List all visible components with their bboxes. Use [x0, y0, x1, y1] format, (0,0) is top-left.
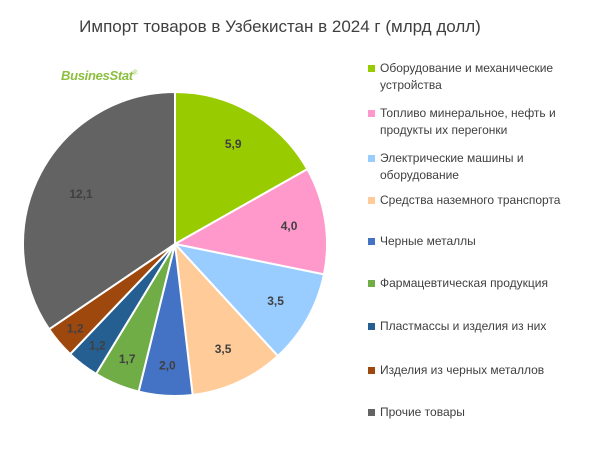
- legend-label: Электрические машины и оборудование: [380, 151, 524, 182]
- legend-item-8: Изделия из черных металлов: [368, 362, 593, 379]
- legend-item-6: Фармацевтическая продукция: [368, 275, 593, 292]
- legend-swatch: [368, 238, 375, 245]
- legend-label: Черные металлы: [380, 234, 476, 248]
- legend-swatch: [368, 65, 375, 72]
- legend-label: Фармацевтическая продукция: [380, 276, 548, 290]
- legend-item-9: Прочие товары: [368, 404, 593, 421]
- legend-swatch: [368, 155, 375, 162]
- legend-item-4: Средства наземного транспорта: [368, 192, 593, 209]
- slice-value-label-5: 2,0: [159, 358, 176, 372]
- legend-swatch: [368, 323, 375, 330]
- legend-item-3: Электрические машины и оборудование: [368, 150, 593, 184]
- logo-text: BusinesStat: [61, 68, 133, 83]
- legend-swatch: [368, 197, 375, 204]
- slice-value-label-7: 1,2: [89, 338, 106, 352]
- legend-swatch: [368, 280, 375, 287]
- legend-label: Прочие товары: [380, 405, 465, 419]
- legend-swatch: [368, 110, 375, 117]
- legend-label: Средства наземного транспорта: [380, 193, 561, 207]
- slice-value-label-4: 3,5: [215, 342, 232, 356]
- pie-slice-1: [174, 90, 309, 246]
- legend-label: Изделия из черных металлов: [380, 363, 545, 377]
- legend-swatch: [368, 409, 375, 416]
- legend-item-1: Оборудование и механические устройства: [368, 60, 593, 94]
- businesstat-logo: BusinesStat®: [61, 68, 137, 83]
- legend-item-5: Черные металлы: [368, 233, 593, 250]
- pie-slice-9: [22, 90, 176, 331]
- logo-registered-mark: ®: [132, 70, 137, 77]
- slice-value-label-3: 3,5: [267, 294, 284, 308]
- legend-item-7: Пластмассы и изделия из них: [368, 318, 593, 335]
- slice-value-label-6: 1,7: [119, 352, 136, 366]
- legend-label: Оборудование и механические устройства: [380, 61, 554, 92]
- pie-slice-2: [172, 167, 328, 276]
- legend-label: Пластмассы и изделия из них: [380, 319, 547, 333]
- legend-item-2: Топливо минеральное, нефть и продукты их…: [368, 105, 593, 139]
- chart-title: Импорт товаров в Узбекистан в 2024 г (мл…: [79, 17, 481, 36]
- slice-value-label-1: 5,9: [225, 137, 242, 151]
- pie-slice-4: [173, 241, 280, 397]
- slice-value-label-2: 4,0: [281, 219, 298, 233]
- legend-label: Топливо минеральное, нефть и продукты их…: [380, 106, 556, 137]
- legend-swatch: [368, 367, 375, 374]
- pie-slice-3: [172, 242, 326, 358]
- slice-value-label-8: 1,2: [67, 322, 84, 336]
- slice-value-label-9: 12,1: [69, 187, 93, 201]
